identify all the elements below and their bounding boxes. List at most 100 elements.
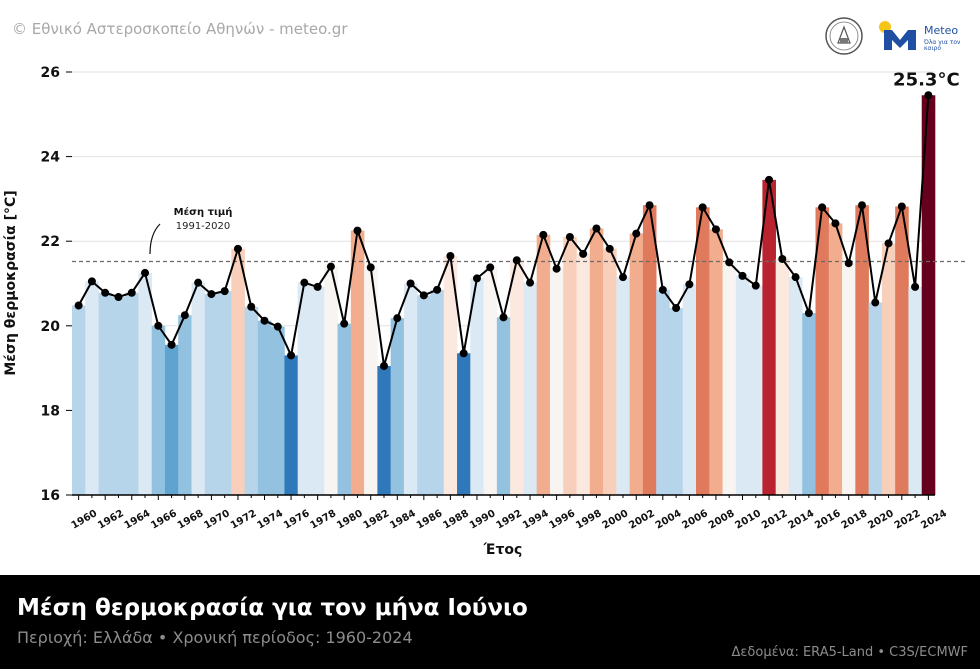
point-1990 — [472, 274, 481, 283]
point-2004 — [658, 285, 667, 294]
point-2005 — [672, 304, 681, 313]
mean-label-pointer — [149, 223, 161, 255]
footer-panel: Μέση θερμοκρασία για τον μήνα Ιούνιο Περ… — [0, 575, 980, 669]
point-1974 — [260, 316, 269, 325]
bar-2002 — [629, 233, 644, 495]
x-tick-label: 1984 — [388, 508, 418, 531]
record-annotation: 25.3°C — [893, 69, 960, 90]
bar-2015 — [802, 313, 816, 495]
point-1973 — [247, 302, 256, 311]
bar-2021 — [881, 243, 896, 495]
bar-1964 — [125, 292, 139, 495]
point-1967 — [167, 340, 176, 349]
bar-1967 — [164, 344, 179, 495]
point-1979 — [326, 262, 335, 271]
y-tick-labels: 16 18 20 22 24 26 — [41, 65, 61, 504]
bar-1971 — [218, 291, 232, 495]
bar-1981 — [350, 230, 365, 495]
point-1999 — [592, 224, 601, 233]
x-tick-label: 1968 — [176, 508, 206, 531]
point-1963 — [114, 293, 123, 302]
bar-1986 — [417, 295, 431, 495]
bar-1960 — [72, 305, 86, 495]
y-tick-label: 16 — [41, 488, 60, 504]
x-tick-label: 1980 — [335, 508, 365, 531]
bar-1984 — [390, 318, 405, 495]
point-1969 — [194, 278, 203, 287]
point-1991 — [486, 263, 495, 272]
point-1992 — [499, 313, 508, 322]
bar-2001 — [616, 277, 630, 495]
x-tick-label: 2004 — [654, 508, 684, 531]
point-1980 — [340, 319, 349, 328]
bar-1961 — [85, 281, 99, 495]
y-tick-label: 26 — [41, 65, 60, 81]
y-tick-label: 22 — [41, 234, 60, 250]
point-1975 — [273, 322, 282, 331]
point-2006 — [685, 280, 694, 289]
x-tick-label: 1972 — [229, 508, 259, 531]
point-1960 — [74, 301, 83, 310]
point-1996 — [552, 264, 561, 273]
mean-period-label: 1991-2020 — [176, 221, 231, 232]
point-2020 — [871, 298, 880, 307]
bar-1968 — [178, 315, 192, 495]
point-1985 — [406, 279, 415, 288]
bar-1962 — [98, 292, 113, 495]
axes — [66, 71, 935, 500]
bar-1983 — [377, 365, 391, 495]
bar-1969 — [191, 282, 206, 495]
point-2023 — [911, 282, 920, 291]
bar-1990 — [470, 278, 484, 495]
bar-1995 — [536, 234, 551, 496]
x-tick-label: 2022 — [893, 508, 923, 531]
bar-1974 — [257, 320, 272, 495]
bar-2012 — [762, 179, 776, 496]
x-tick-label: 1974 — [255, 508, 285, 531]
bar-2007 — [696, 207, 710, 496]
y-tick-label: 24 — [41, 150, 61, 166]
bar-2022 — [895, 206, 909, 496]
x-tick-label: 1992 — [494, 508, 524, 531]
bar-1966 — [151, 325, 166, 495]
point-1997 — [565, 232, 574, 241]
point-2022 — [897, 202, 906, 211]
x-tick-label: 2012 — [760, 508, 790, 531]
meteo-logo-tagline: Όλα για τον καιρό — [924, 39, 961, 52]
point-2008 — [711, 225, 720, 234]
x-tick-label: 1994 — [521, 508, 551, 531]
bar-1972 — [231, 248, 245, 495]
bar-1997 — [563, 236, 577, 495]
point-1972 — [233, 244, 242, 253]
x-tick-label: 2002 — [627, 508, 657, 531]
point-2017 — [831, 219, 840, 228]
point-1968 — [180, 311, 189, 320]
bar-2014 — [788, 277, 803, 495]
bar-2011 — [749, 285, 763, 495]
x-tick-label: 2020 — [866, 508, 896, 531]
point-1981 — [353, 226, 362, 235]
point-1988 — [446, 252, 455, 261]
point-2024 — [924, 91, 933, 100]
bar-1978 — [310, 286, 325, 495]
bar-1965 — [138, 272, 152, 495]
bars — [72, 95, 936, 496]
point-1977 — [300, 278, 309, 287]
meteo-logo-text: Meteo — [924, 24, 959, 37]
x-tick-label: 2016 — [813, 508, 843, 531]
chart-title: Μέση θερμοκρασία για τον μήνα Ιούνιο — [17, 595, 528, 621]
point-2016 — [818, 203, 827, 212]
point-2013 — [778, 254, 787, 263]
x-tick-label: 1978 — [309, 508, 339, 531]
bar-1979 — [324, 266, 338, 495]
bar-2017 — [828, 223, 843, 495]
x-tick-label: 1962 — [96, 508, 126, 531]
bar-2004 — [656, 289, 670, 495]
x-tick-label: 2010 — [733, 508, 763, 531]
meteo-logo: Meteo Όλα για τον καιρό — [878, 18, 968, 58]
x-tick-label: 2008 — [707, 508, 737, 531]
copyright-text: © Εθνικό Αστεροσκοπείο Αθηνών - meteo.gr — [12, 20, 348, 38]
bar-1977 — [297, 282, 312, 495]
y-axis-label: Μέση θερμοκρασία [°C] — [3, 190, 19, 375]
